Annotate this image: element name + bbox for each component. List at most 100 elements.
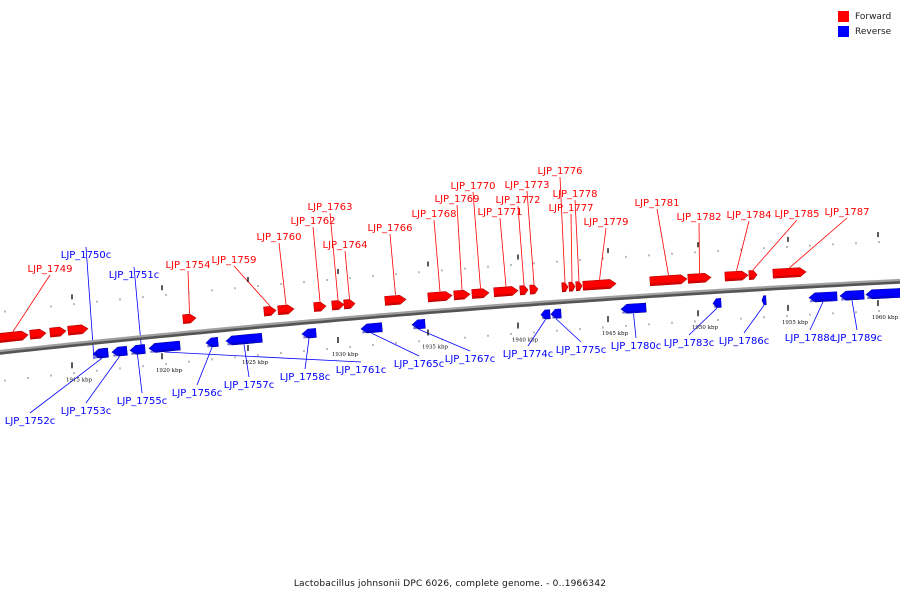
callout-line (304, 338, 310, 370)
reverse-gene-arrow (550, 308, 562, 319)
forward-gene-arrow (724, 270, 749, 282)
tick-label: 1950 kbp (692, 325, 719, 331)
gene-label: LJP_1779 (584, 217, 629, 228)
forward-gene-arrow (331, 300, 345, 311)
reverse-gene-arrow (865, 288, 900, 300)
callout-lines (12, 176, 858, 414)
callout-line (312, 226, 321, 302)
legend-item-forward: Forward (838, 9, 891, 24)
callout-line (736, 220, 750, 271)
callout-line (698, 222, 700, 274)
gene-label: LJP_1786c (719, 336, 770, 347)
forward-swatch (838, 11, 849, 22)
forward-gene-arrow (649, 274, 688, 287)
reverse-gene-arrow (761, 295, 767, 306)
callout-line (752, 219, 798, 271)
callout-line (599, 227, 607, 280)
tick-label: 1955 kbp (782, 320, 809, 326)
reverse-gene-arrow (205, 337, 219, 348)
backbone-shadow (0, 279, 900, 355)
gene-label: LJP_1775c (556, 345, 607, 356)
forward-gene-arrow (561, 282, 569, 293)
forward-gene-arrow (277, 304, 295, 316)
tick-label: 1925 kbp (242, 360, 269, 366)
gene-label: LJP_1749 (28, 264, 73, 275)
gene-label: LJP_1784 (727, 210, 772, 221)
reverse-gene-arrow (712, 298, 722, 308)
forward-gene-arrow (263, 306, 277, 317)
gene-label: LJP_1768 (412, 209, 457, 220)
gene-label: LJP_1780c (611, 341, 662, 352)
reverse-swatch (838, 26, 849, 37)
forward-gene-arrow (568, 281, 576, 292)
legend-label: Reverse (855, 26, 892, 37)
callout-line (278, 242, 287, 305)
callout-line (809, 301, 824, 331)
gene-label: LJP_1759 (212, 255, 257, 266)
forward-gene-arrow (519, 285, 529, 296)
gene-label: LJP_1787 (825, 207, 870, 218)
gene-label: LJP_1750c (61, 250, 112, 261)
callout-line (570, 213, 573, 282)
gene-label: LJP_1778 (553, 189, 598, 200)
callout-line (526, 190, 535, 285)
reverse-gene-arrow (148, 340, 181, 353)
gene-labels: LJP_1749 LJP_1750c LJP_1751c LJP_1752c LJP_1… (5, 166, 883, 427)
callout-line (233, 265, 271, 307)
reverse-gene-arrow (111, 345, 128, 357)
gene-label: LJP_1777 (549, 203, 594, 214)
callout-line (456, 204, 463, 290)
gene-label: LJP_1762 (291, 216, 336, 227)
tick-label: 1935 kbp (422, 345, 449, 351)
callout-line (574, 199, 580, 282)
gene-label: LJP_1774c (503, 349, 554, 360)
forward-gene-arrow (529, 284, 539, 295)
callout-line (85, 356, 120, 404)
genome-caption: Lactobacillus johnsonii DPC 6026, comple… (293, 579, 607, 589)
callout-line (527, 319, 546, 347)
gene-label: LJP_1788c (785, 333, 836, 344)
gene-label: LJP_1752c (5, 416, 56, 427)
callout-line (433, 219, 441, 292)
gene-label: LJP_1782 (677, 212, 722, 223)
gene-label: LJP_1783c (664, 338, 715, 349)
forward-gene-arrow (29, 328, 47, 340)
tick-label: 1960 kbp (872, 315, 899, 321)
legend-label: Forward (855, 11, 892, 22)
forward-gene-arrow (427, 291, 453, 303)
gene-label: LJP_1751c (109, 270, 160, 281)
forward-gene-arrow (471, 288, 490, 299)
reverse-gene-arrow (225, 332, 263, 346)
forward-gene-arrow (49, 326, 67, 338)
reverse-gene-arrow (301, 328, 317, 339)
gene-label: LJP_1781 (635, 198, 680, 209)
reverse-gene-arrow (839, 289, 865, 301)
gene-label: LJP_1773 (505, 180, 550, 191)
forward-gene-arrow (343, 299, 356, 310)
forward-gene-arrow (0, 330, 29, 344)
callout-line (137, 354, 143, 394)
gene-label: LJP_1756c (172, 388, 223, 399)
tick-label: 1930 kbp (332, 352, 359, 358)
forward-gene-arrow (748, 270, 758, 280)
gene-label: LJP_1760 (257, 232, 302, 243)
gene-label: LJP_1767c (445, 354, 496, 365)
tick-marks: 1915 kbp 1920 kbp 1925 kbp 1930 kbp 1935 kbp… (4, 232, 899, 383)
tick-label: 1915 kbp (66, 377, 93, 383)
gene-label: LJP_1764 (323, 240, 368, 251)
forward-gene-arrow (67, 324, 89, 336)
gene-label: LJP_1755c (117, 396, 168, 407)
tick-label: 1940 kbp (512, 338, 539, 344)
tick-label: 1945 kbp (602, 331, 629, 337)
reverse-gene-arrow (95, 347, 109, 359)
reverse-gene-arrow (129, 344, 146, 355)
legend: Forward Reverse (838, 9, 891, 39)
gene-label: LJP_1772 (496, 195, 541, 206)
gene-label: LJP_1770 (451, 181, 496, 192)
callout-line (499, 217, 507, 287)
forward-gene-arrow (687, 272, 712, 284)
callout-line (29, 357, 103, 414)
callout-line (555, 318, 582, 343)
gene-label: LJP_1785 (775, 209, 820, 220)
